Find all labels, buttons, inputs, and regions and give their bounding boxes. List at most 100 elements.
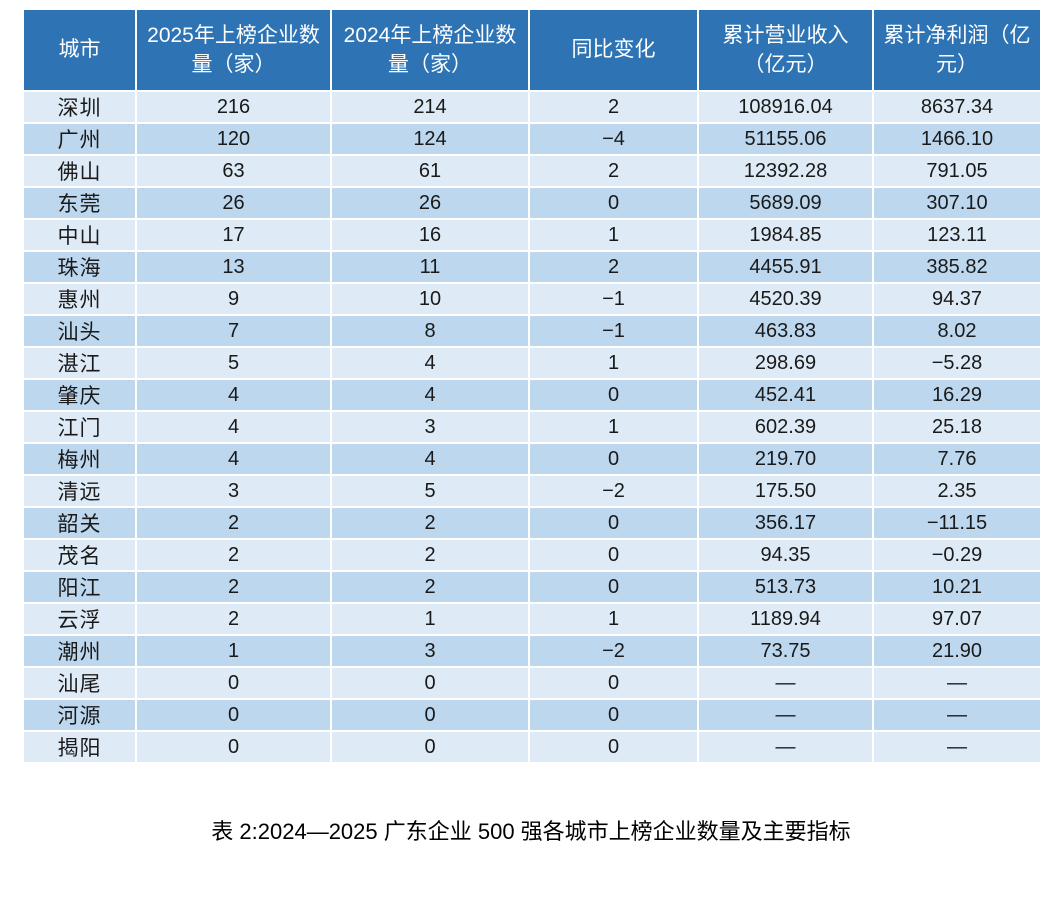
value-cell: 0 bbox=[135, 698, 332, 732]
city-cell: 河源 bbox=[22, 698, 137, 732]
city-cell: 深圳 bbox=[22, 90, 137, 124]
value-cell: 4 bbox=[330, 378, 530, 412]
value-cell: 463.83 bbox=[697, 314, 874, 348]
value-cell: 3 bbox=[330, 410, 530, 444]
value-cell: 385.82 bbox=[872, 250, 1042, 284]
value-cell: 4 bbox=[330, 346, 530, 380]
value-cell: 8 bbox=[330, 314, 530, 348]
value-cell: 0 bbox=[330, 666, 530, 700]
table-row: 汕头 7 8 −1 463.83 8.02 bbox=[22, 314, 1042, 348]
value-cell: 0 bbox=[528, 538, 699, 572]
value-cell: 0 bbox=[528, 570, 699, 604]
table-row: 东莞 26 26 0 5689.09 307.10 bbox=[22, 186, 1042, 220]
city-cell: 惠州 bbox=[22, 282, 137, 316]
value-cell: −1 bbox=[528, 282, 699, 316]
value-cell: 16.29 bbox=[872, 378, 1042, 412]
header-2024-count: 2024年上榜企业数量（家） bbox=[330, 8, 530, 92]
city-cell: 广州 bbox=[22, 122, 137, 156]
table-row: 清远 3 5 −2 175.50 2.35 bbox=[22, 474, 1042, 508]
table-row: 阳江 2 2 0 513.73 10.21 bbox=[22, 570, 1042, 604]
value-cell: — bbox=[697, 666, 874, 700]
value-cell: 108916.04 bbox=[697, 90, 874, 124]
value-cell: 5 bbox=[135, 346, 332, 380]
city-cell: 茂名 bbox=[22, 538, 137, 572]
table-row: 湛江 5 4 1 298.69 −5.28 bbox=[22, 346, 1042, 380]
table-row: 云浮 2 1 1 1189.94 97.07 bbox=[22, 602, 1042, 636]
city-cell: 东莞 bbox=[22, 186, 137, 220]
city-cell: 阳江 bbox=[22, 570, 137, 604]
value-cell: 2 bbox=[135, 602, 332, 636]
value-cell: 0 bbox=[330, 698, 530, 732]
value-cell: 1 bbox=[528, 410, 699, 444]
value-cell: 4 bbox=[135, 410, 332, 444]
value-cell: 1 bbox=[135, 634, 332, 668]
value-cell: 791.05 bbox=[872, 154, 1042, 188]
value-cell: 2 bbox=[528, 90, 699, 124]
value-cell: 0 bbox=[528, 666, 699, 700]
header-row: 城市 2025年上榜企业数量（家） 2024年上榜企业数量（家） 同比变化 累计… bbox=[22, 8, 1042, 92]
table-header: 城市 2025年上榜企业数量（家） 2024年上榜企业数量（家） 同比变化 累计… bbox=[22, 8, 1042, 92]
value-cell: 5689.09 bbox=[697, 186, 874, 220]
table-row: 惠州 9 10 −1 4520.39 94.37 bbox=[22, 282, 1042, 316]
value-cell: — bbox=[872, 698, 1042, 732]
value-cell: 1 bbox=[528, 602, 699, 636]
value-cell: 216 bbox=[135, 90, 332, 124]
value-cell: — bbox=[697, 730, 874, 764]
table-body: 深圳 216 214 2 108916.04 8637.34 广州 120 124 −4 51155… bbox=[22, 90, 1042, 764]
value-cell: 17 bbox=[135, 218, 332, 252]
value-cell: — bbox=[872, 730, 1042, 764]
value-cell: 73.75 bbox=[697, 634, 874, 668]
value-cell: 219.70 bbox=[697, 442, 874, 476]
header-yoy-change: 同比变化 bbox=[528, 8, 699, 92]
table-caption: 表 2:2024—2025 广东企业 500 强各城市上榜企业数量及主要指标 bbox=[211, 819, 851, 844]
city-cell: 汕尾 bbox=[22, 666, 137, 700]
table-row: 深圳 216 214 2 108916.04 8637.34 bbox=[22, 90, 1042, 124]
value-cell: 602.39 bbox=[697, 410, 874, 444]
value-cell: 1 bbox=[528, 346, 699, 380]
value-cell: 9 bbox=[135, 282, 332, 316]
value-cell: 12392.28 bbox=[697, 154, 874, 188]
city-cell: 云浮 bbox=[22, 602, 137, 636]
header-2025-count: 2025年上榜企业数量（家） bbox=[135, 8, 332, 92]
value-cell: 123.11 bbox=[872, 218, 1042, 252]
value-cell: 214 bbox=[330, 90, 530, 124]
value-cell: 2 bbox=[330, 570, 530, 604]
value-cell: 2 bbox=[528, 250, 699, 284]
city-cell: 韶关 bbox=[22, 506, 137, 540]
value-cell: 0 bbox=[135, 730, 332, 764]
header-total-profit: 累计净利润（亿元） bbox=[872, 8, 1042, 92]
value-cell: 7 bbox=[135, 314, 332, 348]
value-cell: −11.15 bbox=[872, 506, 1042, 540]
value-cell: 4 bbox=[135, 378, 332, 412]
value-cell: 10 bbox=[330, 282, 530, 316]
value-cell: 2 bbox=[135, 538, 332, 572]
value-cell: 0 bbox=[528, 698, 699, 732]
value-cell: 94.37 bbox=[872, 282, 1042, 316]
city-cell: 珠海 bbox=[22, 250, 137, 284]
value-cell: 3 bbox=[135, 474, 332, 508]
table-row: 茂名 2 2 0 94.35 −0.29 bbox=[22, 538, 1042, 572]
table-row: 梅州 4 4 0 219.70 7.76 bbox=[22, 442, 1042, 476]
value-cell: 3 bbox=[330, 634, 530, 668]
value-cell: 513.73 bbox=[697, 570, 874, 604]
value-cell: 175.50 bbox=[697, 474, 874, 508]
value-cell: 1 bbox=[528, 218, 699, 252]
value-cell: 0 bbox=[528, 730, 699, 764]
value-cell: 26 bbox=[330, 186, 530, 220]
header-city: 城市 bbox=[22, 8, 137, 92]
value-cell: 0 bbox=[528, 442, 699, 476]
city-cell: 揭阳 bbox=[22, 730, 137, 764]
value-cell: 4 bbox=[330, 442, 530, 476]
value-cell: 0 bbox=[135, 666, 332, 700]
city-cell: 佛山 bbox=[22, 154, 137, 188]
table-row: 肇庆 4 4 0 452.41 16.29 bbox=[22, 378, 1042, 412]
value-cell: 1 bbox=[330, 602, 530, 636]
value-cell: −2 bbox=[528, 634, 699, 668]
value-cell: 63 bbox=[135, 154, 332, 188]
value-cell: 4455.91 bbox=[697, 250, 874, 284]
value-cell: 0 bbox=[330, 730, 530, 764]
value-cell: 4520.39 bbox=[697, 282, 874, 316]
value-cell: 1466.10 bbox=[872, 122, 1042, 156]
value-cell: 25.18 bbox=[872, 410, 1042, 444]
